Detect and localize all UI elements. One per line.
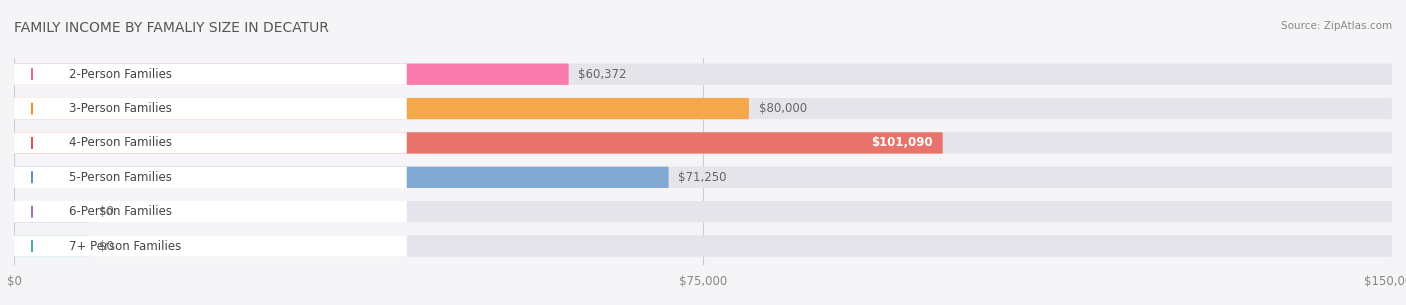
FancyBboxPatch shape — [14, 98, 406, 119]
Text: $60,372: $60,372 — [578, 68, 627, 81]
Text: $101,090: $101,090 — [872, 136, 934, 149]
Text: 3-Person Families: 3-Person Families — [69, 102, 172, 115]
FancyBboxPatch shape — [14, 132, 406, 154]
FancyBboxPatch shape — [14, 167, 406, 188]
FancyBboxPatch shape — [14, 63, 406, 85]
Text: $0: $0 — [100, 239, 114, 253]
FancyBboxPatch shape — [14, 132, 1392, 154]
Text: 7+ Person Families: 7+ Person Families — [69, 239, 181, 253]
Text: $0: $0 — [100, 205, 114, 218]
Text: Source: ZipAtlas.com: Source: ZipAtlas.com — [1281, 21, 1392, 31]
FancyBboxPatch shape — [14, 235, 1392, 257]
Text: 5-Person Families: 5-Person Families — [69, 171, 172, 184]
Text: FAMILY INCOME BY FAMALIY SIZE IN DECATUR: FAMILY INCOME BY FAMALIY SIZE IN DECATUR — [14, 21, 329, 35]
Text: 6-Person Families: 6-Person Families — [69, 205, 172, 218]
FancyBboxPatch shape — [14, 235, 90, 257]
FancyBboxPatch shape — [14, 235, 406, 257]
Text: 4-Person Families: 4-Person Families — [69, 136, 172, 149]
FancyBboxPatch shape — [14, 167, 1392, 188]
FancyBboxPatch shape — [14, 63, 1392, 85]
FancyBboxPatch shape — [14, 63, 568, 85]
FancyBboxPatch shape — [14, 201, 1392, 222]
Text: $80,000: $80,000 — [759, 102, 807, 115]
FancyBboxPatch shape — [14, 167, 669, 188]
FancyBboxPatch shape — [14, 201, 406, 222]
FancyBboxPatch shape — [14, 98, 749, 119]
FancyBboxPatch shape — [14, 132, 942, 154]
FancyBboxPatch shape — [14, 201, 90, 222]
Text: 2-Person Families: 2-Person Families — [69, 68, 172, 81]
Text: $71,250: $71,250 — [678, 171, 727, 184]
FancyBboxPatch shape — [14, 98, 1392, 119]
